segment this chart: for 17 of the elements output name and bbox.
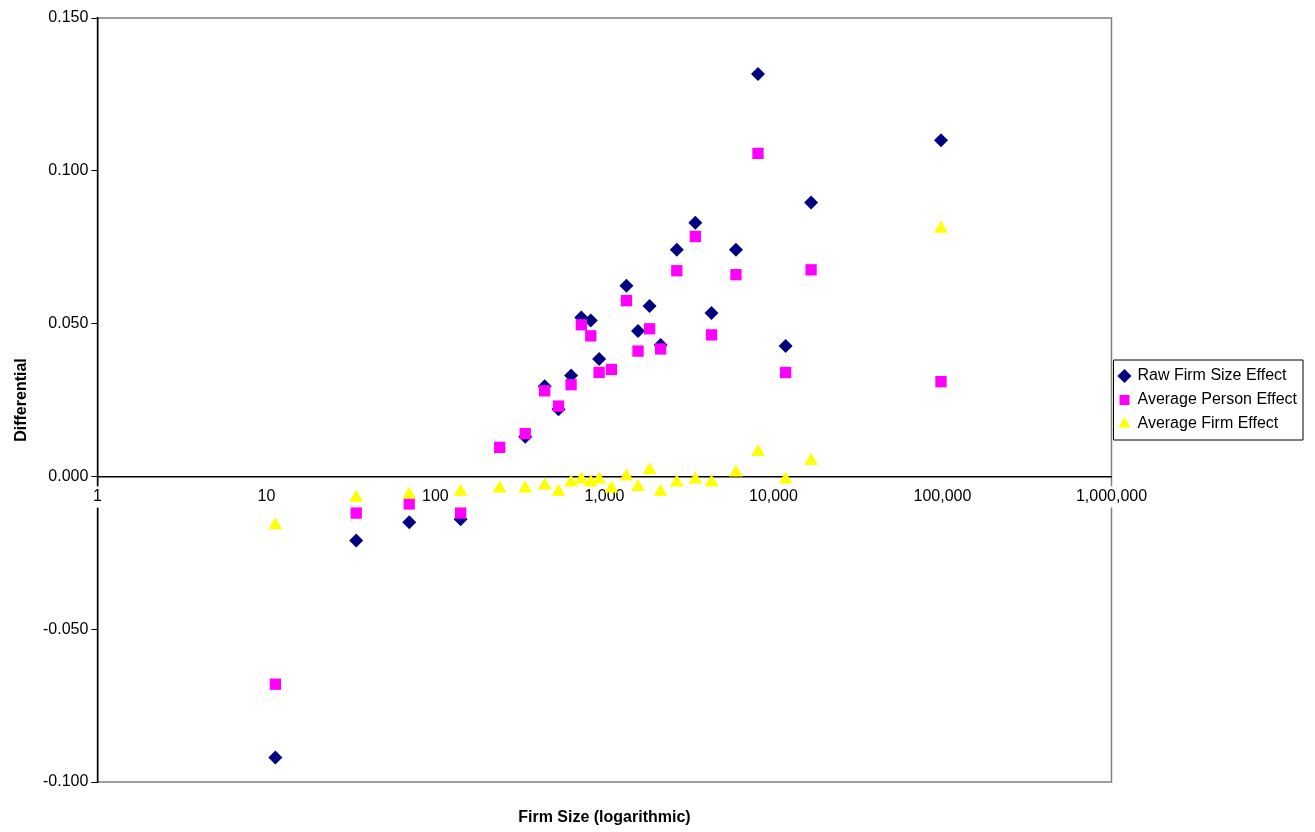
x-tick-label: 100,000 — [913, 487, 972, 505]
x-tick-label: 1,000,000 — [1075, 487, 1148, 505]
x-tick-label: 10 — [257, 487, 276, 505]
x-tick-label: 10,000 — [748, 487, 799, 505]
legend-label: Average Person Effect — [1137, 390, 1298, 408]
y-tick-label: 0.100 — [48, 161, 89, 179]
y-tick-label: -0.050 — [42, 619, 89, 637]
x-tick-label: 100 — [422, 487, 449, 505]
x-axis-title: Firm Size (logarithmic) — [518, 808, 691, 826]
legend-label: Raw Firm Size Effect — [1137, 366, 1288, 384]
legend-label: Average Firm Effect — [1137, 414, 1279, 432]
y-tick-label: 0.000 — [48, 466, 89, 484]
y-axis-title: Differential — [12, 358, 30, 442]
y-tick-label: 0.150 — [48, 8, 89, 26]
y-tick-label: -0.100 — [42, 772, 89, 790]
y-tick-label: 0.050 — [48, 314, 89, 332]
x-tick-label: 1 — [92, 487, 102, 505]
